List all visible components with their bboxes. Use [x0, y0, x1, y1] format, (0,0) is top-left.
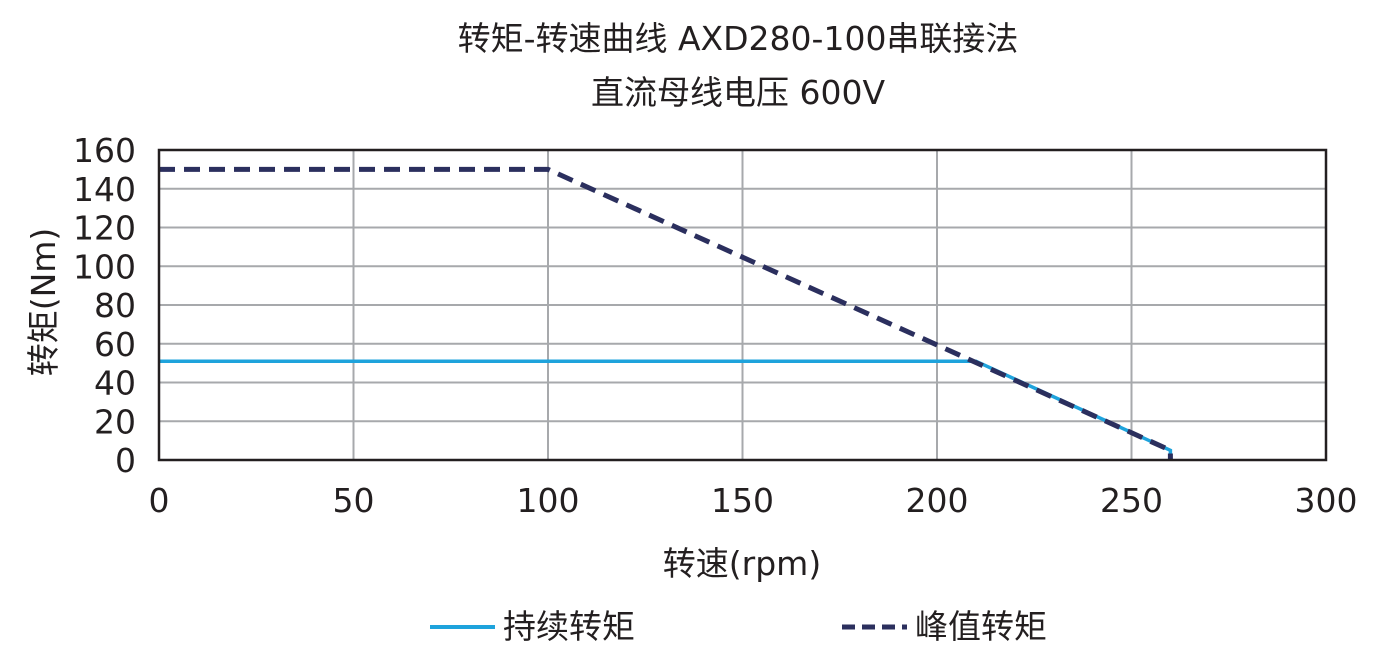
chart-title-line-1: 转矩-转速曲线 AXD280-100串联接法 [458, 19, 1019, 58]
plot-frame [157, 148, 1328, 462]
x-axis-label: 转速(rpm) [663, 544, 821, 583]
chart-title-line-2: 直流母线电压 600V [591, 73, 885, 112]
y-tick-label: 160 [73, 131, 136, 170]
x-tick-label: 50 [333, 481, 375, 520]
x-tick-label: 300 [1295, 481, 1358, 520]
x-tick-label: 250 [1100, 481, 1163, 520]
legend-label-continuous: 持续转矩 [503, 607, 635, 646]
grid [158, 149, 1327, 461]
y-tick-label: 80 [94, 286, 136, 325]
y-axis-label: 转矩(Nm) [24, 228, 63, 377]
legend-label-peak: 峰值转矩 [915, 607, 1047, 646]
x-tick-label: 150 [711, 481, 774, 520]
x-tick-label: 0 [149, 481, 170, 520]
y-tick-label: 60 [94, 325, 136, 364]
series-line-peak-torque [159, 166, 1173, 460]
y-tick-label: 0 [115, 441, 136, 480]
y-tick-label: 100 [73, 247, 136, 286]
y-tick-label: 120 [73, 209, 136, 248]
y-tick-label: 140 [73, 170, 136, 209]
y-tick-label: 20 [94, 402, 136, 441]
series-line-continuous-torque [159, 359, 1173, 460]
series-lines [159, 166, 1173, 460]
legend: 持续转矩 峰值转矩 [430, 607, 1047, 646]
x-tick-label: 100 [517, 481, 580, 520]
y-tick-label: 40 [94, 364, 136, 403]
x-tick-label: 200 [906, 481, 969, 520]
